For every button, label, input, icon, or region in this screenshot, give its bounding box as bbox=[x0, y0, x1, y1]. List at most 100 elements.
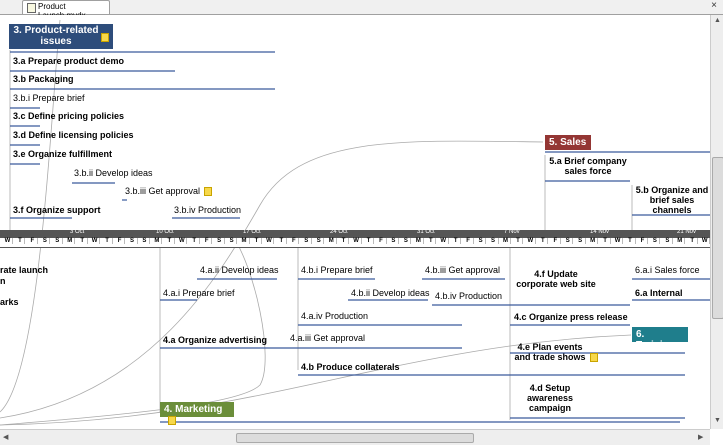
day-letter: W bbox=[700, 238, 710, 244]
day-letter: T bbox=[277, 238, 287, 244]
day-letter: M bbox=[675, 238, 686, 244]
day-letter: M bbox=[501, 238, 511, 244]
day-letter: W bbox=[3, 238, 13, 244]
day-letter: T bbox=[339, 238, 350, 244]
day-letter: F bbox=[28, 238, 38, 244]
horizontal-scroll-thumb[interactable] bbox=[236, 433, 474, 443]
phase-marketing-label: 4. Marketing bbox=[164, 404, 223, 415]
task-4biii[interactable]: 4.b.iii Get approval bbox=[425, 265, 501, 275]
task-4e[interactable]: 4.e Plan events and trade shows bbox=[514, 342, 598, 363]
phase-sales[interactable]: 5. Sales bbox=[545, 135, 591, 150]
phase-marketing[interactable]: 4. Marketing bbox=[160, 402, 234, 425]
week-label: 10 Oct bbox=[156, 229, 174, 235]
task-3biv[interactable]: 3.b.iv Production bbox=[174, 205, 242, 215]
day-letter: S bbox=[489, 238, 499, 244]
task-4b[interactable]: 4.b Produce collaterals bbox=[301, 362, 400, 372]
phase-training-label: 6. Training bbox=[636, 329, 675, 351]
day-letter: F bbox=[289, 238, 300, 244]
task-6ai[interactable]: 6.a.i Sales force bbox=[635, 265, 700, 275]
week-label: 24 Oct bbox=[330, 229, 348, 235]
day-letter: F bbox=[377, 238, 387, 244]
task-3bii[interactable]: 3.b.ii Develop ideas bbox=[74, 168, 153, 178]
week-label: 7 Nov bbox=[504, 229, 520, 235]
day-letter: T bbox=[688, 238, 698, 244]
day-letter: S bbox=[476, 238, 487, 244]
phase-product-issues-label: 3. Product-related issues bbox=[13, 25, 99, 47]
vertical-scrollbar[interactable]: ▲ ▼ bbox=[710, 15, 723, 429]
day-letter: S bbox=[53, 238, 63, 244]
phase-sales-label: 5. Sales bbox=[549, 137, 587, 148]
task-3d[interactable]: 3.d Define licensing policies bbox=[13, 130, 134, 140]
day-letter: M bbox=[152, 238, 163, 244]
close-icon[interactable]: × bbox=[711, 0, 717, 11]
day-letter: W bbox=[177, 238, 188, 244]
timeline-canvas[interactable]: 3. Product-related issues 5. Sales 6. Tr… bbox=[0, 15, 710, 429]
day-letter: T bbox=[190, 238, 200, 244]
day-letter: F bbox=[464, 238, 474, 244]
phase-product-issues[interactable]: 3. Product-related issues bbox=[9, 24, 113, 49]
task-5b[interactable]: 5.b Organize and brief sales channels bbox=[635, 185, 709, 215]
task-4biv[interactable]: 4.b.iv Production bbox=[435, 291, 503, 301]
task-3c[interactable]: 3.c Define pricing policies bbox=[13, 111, 125, 121]
task-5a[interactable]: 5.a Brief company sales force bbox=[549, 156, 627, 176]
scroll-up-icon[interactable]: ▲ bbox=[714, 17, 721, 24]
task-4aiv[interactable]: 4.a.iv Production bbox=[301, 311, 369, 321]
task-3bi[interactable]: 3.b.i Prepare brief bbox=[13, 93, 85, 103]
day-letter: S bbox=[576, 238, 586, 244]
task-4c[interactable]: 4.c Organize press release bbox=[514, 312, 628, 322]
task-4ai[interactable]: 4.a.i Prepare brief bbox=[163, 288, 235, 298]
day-letter: W bbox=[352, 238, 362, 244]
day-letter: T bbox=[538, 238, 549, 244]
day-letter: M bbox=[327, 238, 337, 244]
task-4d[interactable]: 4.d Setup awareness campaign bbox=[526, 383, 574, 413]
day-letter: S bbox=[302, 238, 312, 244]
scroll-down-icon[interactable]: ▼ bbox=[714, 417, 721, 424]
day-letter: S bbox=[314, 238, 325, 244]
scroll-right-icon[interactable]: ▶ bbox=[698, 434, 704, 441]
task-4a[interactable]: 4.a Organize advertising bbox=[163, 335, 268, 345]
week-label: 3 Oct bbox=[70, 229, 85, 235]
note-icon bbox=[168, 415, 176, 425]
day-letter: T bbox=[364, 238, 375, 244]
document-icon bbox=[27, 3, 36, 13]
scroll-left-icon[interactable]: ◀ bbox=[3, 434, 9, 441]
timescale-weeks: 3 Oct 10 Oct 17 Oct 24 Oct 31 Oct 7 Nov … bbox=[0, 229, 710, 238]
vertical-scroll-thumb[interactable] bbox=[712, 157, 723, 319]
day-letter: S bbox=[650, 238, 661, 244]
task-3f[interactable]: 3.f Organize support bbox=[13, 205, 101, 215]
task-4aiii[interactable]: 4.a.iii Get approval bbox=[290, 333, 366, 343]
task-3biii[interactable]: 3.b.iii Get approval bbox=[125, 186, 213, 197]
day-letter: W bbox=[439, 238, 449, 244]
day-letter: T bbox=[165, 238, 175, 244]
task-3b[interactable]: 3.b Packaging bbox=[13, 74, 74, 84]
task-4bi[interactable]: 4.b.i Prepare brief bbox=[301, 265, 373, 275]
phase-training[interactable]: 6. Training bbox=[632, 327, 688, 351]
day-letter: S bbox=[563, 238, 574, 244]
task-6a[interactable]: 6.a Internal bbox=[635, 288, 683, 298]
task-4bii[interactable]: 4.b.ii Develop ideas bbox=[351, 288, 430, 298]
task-cut-1[interactable]: rate launch bbox=[0, 265, 49, 275]
day-letter: T bbox=[513, 238, 524, 244]
horizontal-scrollbar[interactable]: ◀ ▶ bbox=[0, 429, 710, 445]
day-letter: S bbox=[663, 238, 673, 244]
day-letter: W bbox=[613, 238, 624, 244]
day-letter: M bbox=[588, 238, 599, 244]
task-4aii[interactable]: 4.a.ii Develop ideas bbox=[200, 265, 279, 275]
day-letter: T bbox=[451, 238, 462, 244]
day-letter: T bbox=[78, 238, 88, 244]
note-icon bbox=[204, 187, 213, 197]
document-tab[interactable]: Product Launch.mvdx bbox=[22, 0, 110, 20]
task-3e[interactable]: 3.e Organize fulfillment bbox=[13, 149, 113, 159]
timescale: 3 Oct 10 Oct 17 Oct 24 Oct 31 Oct 7 Nov … bbox=[0, 229, 710, 248]
task-cut-3[interactable]: arks bbox=[0, 297, 19, 307]
task-3a[interactable]: 3.a Prepare product demo bbox=[13, 56, 125, 66]
day-letter: F bbox=[115, 238, 126, 244]
day-letter: M bbox=[240, 238, 250, 244]
week-label: 17 Oct bbox=[243, 229, 261, 235]
day-letter: W bbox=[526, 238, 536, 244]
day-letter: F bbox=[202, 238, 213, 244]
task-4f[interactable]: 4.f Update corporate web site bbox=[516, 269, 596, 289]
day-letter: T bbox=[626, 238, 636, 244]
task-cut-2[interactable]: n bbox=[0, 276, 6, 286]
